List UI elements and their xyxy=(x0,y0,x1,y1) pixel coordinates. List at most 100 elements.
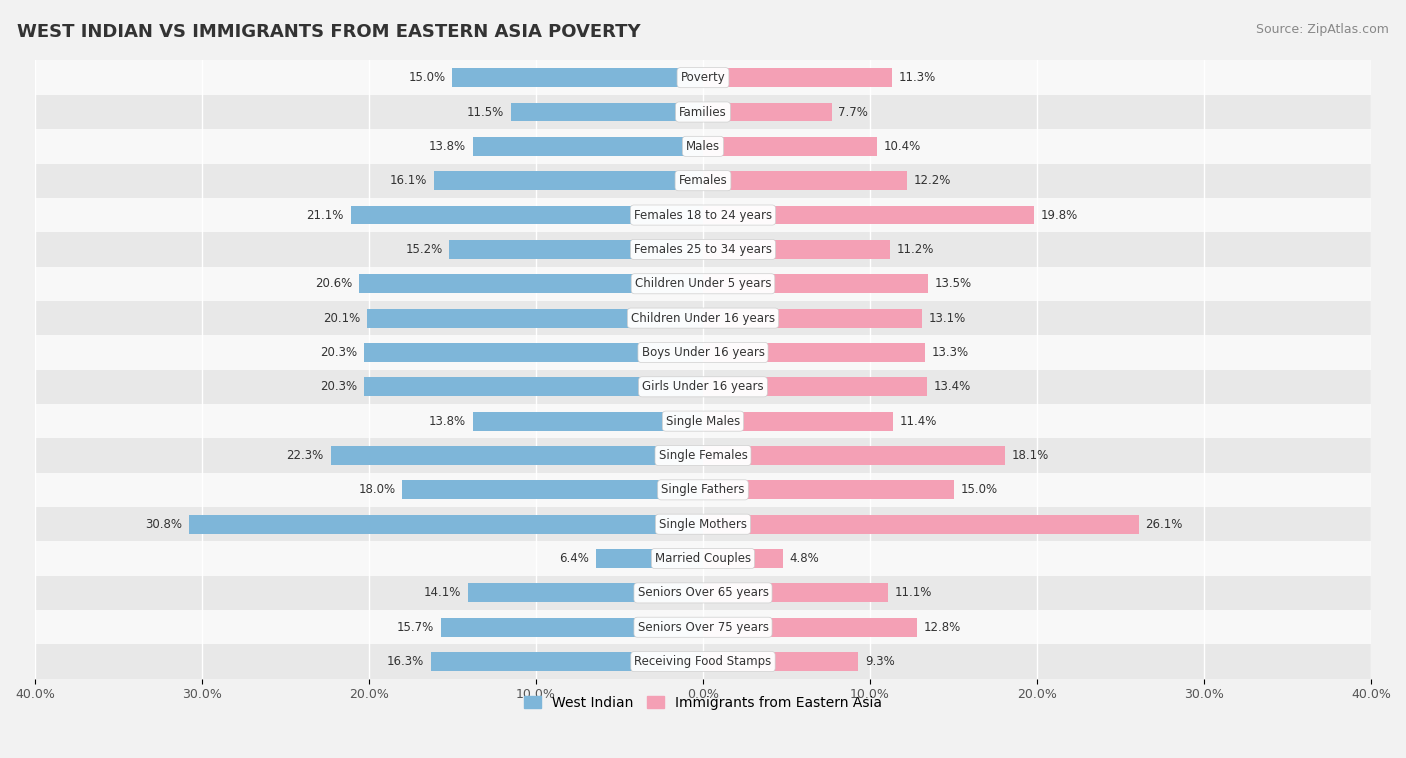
Text: Females 18 to 24 years: Females 18 to 24 years xyxy=(634,208,772,221)
Text: 12.8%: 12.8% xyxy=(924,621,960,634)
Text: 18.1%: 18.1% xyxy=(1012,449,1049,462)
Text: 20.3%: 20.3% xyxy=(321,346,357,359)
Bar xyxy=(703,549,783,568)
Text: Poverty: Poverty xyxy=(681,71,725,84)
Text: 26.1%: 26.1% xyxy=(1146,518,1182,531)
Bar xyxy=(367,309,703,327)
Bar xyxy=(35,644,1371,678)
Bar xyxy=(703,481,953,500)
Bar xyxy=(703,137,877,156)
Bar xyxy=(35,232,1371,267)
Text: 11.3%: 11.3% xyxy=(898,71,935,84)
Text: Source: ZipAtlas.com: Source: ZipAtlas.com xyxy=(1256,23,1389,36)
Bar xyxy=(35,95,1371,129)
Text: 21.1%: 21.1% xyxy=(307,208,344,221)
Bar xyxy=(703,205,1033,224)
Bar xyxy=(35,198,1371,232)
Text: 11.5%: 11.5% xyxy=(467,105,505,118)
Bar xyxy=(35,61,1371,95)
Legend: West Indian, Immigrants from Eastern Asia: West Indian, Immigrants from Eastern Asi… xyxy=(519,690,887,715)
Bar xyxy=(188,515,703,534)
Text: Single Fathers: Single Fathers xyxy=(661,484,745,496)
Bar xyxy=(703,309,922,327)
Text: Children Under 5 years: Children Under 5 years xyxy=(634,277,772,290)
Bar xyxy=(364,343,703,362)
Text: 13.5%: 13.5% xyxy=(935,277,973,290)
Text: Boys Under 16 years: Boys Under 16 years xyxy=(641,346,765,359)
Text: 15.7%: 15.7% xyxy=(396,621,434,634)
Text: 6.4%: 6.4% xyxy=(560,552,589,565)
Text: 16.1%: 16.1% xyxy=(389,174,427,187)
Bar xyxy=(703,171,907,190)
Bar xyxy=(350,205,703,224)
Bar xyxy=(453,68,703,87)
Bar xyxy=(35,164,1371,198)
Text: 10.4%: 10.4% xyxy=(883,140,921,153)
Bar xyxy=(359,274,703,293)
Bar xyxy=(703,377,927,396)
Bar xyxy=(468,584,703,603)
Text: 13.4%: 13.4% xyxy=(934,381,970,393)
Bar xyxy=(35,129,1371,164)
Bar xyxy=(402,481,703,500)
Text: 9.3%: 9.3% xyxy=(865,655,894,668)
Text: Females 25 to 34 years: Females 25 to 34 years xyxy=(634,243,772,256)
Text: Single Females: Single Females xyxy=(658,449,748,462)
Text: 22.3%: 22.3% xyxy=(287,449,323,462)
Bar xyxy=(35,301,1371,335)
Bar xyxy=(430,652,703,671)
Text: Receiving Food Stamps: Receiving Food Stamps xyxy=(634,655,772,668)
Text: 11.1%: 11.1% xyxy=(896,587,932,600)
Text: 20.3%: 20.3% xyxy=(321,381,357,393)
Text: 16.3%: 16.3% xyxy=(387,655,425,668)
Text: 15.0%: 15.0% xyxy=(960,484,997,496)
Text: 20.1%: 20.1% xyxy=(323,312,360,324)
Text: WEST INDIAN VS IMMIGRANTS FROM EASTERN ASIA POVERTY: WEST INDIAN VS IMMIGRANTS FROM EASTERN A… xyxy=(17,23,641,41)
Bar xyxy=(472,412,703,431)
Bar xyxy=(703,343,925,362)
Text: 15.2%: 15.2% xyxy=(405,243,443,256)
Bar xyxy=(35,267,1371,301)
Bar xyxy=(703,515,1139,534)
Bar xyxy=(703,102,831,121)
Text: 13.1%: 13.1% xyxy=(928,312,966,324)
Bar xyxy=(35,473,1371,507)
Text: 12.2%: 12.2% xyxy=(914,174,950,187)
Bar xyxy=(703,584,889,603)
Text: Girls Under 16 years: Girls Under 16 years xyxy=(643,381,763,393)
Text: 30.8%: 30.8% xyxy=(145,518,181,531)
Bar xyxy=(35,610,1371,644)
Bar xyxy=(510,102,703,121)
Text: 4.8%: 4.8% xyxy=(790,552,820,565)
Text: 19.8%: 19.8% xyxy=(1040,208,1077,221)
Text: Seniors Over 75 years: Seniors Over 75 years xyxy=(637,621,769,634)
Text: 13.8%: 13.8% xyxy=(429,140,465,153)
Bar xyxy=(703,412,893,431)
Bar xyxy=(449,240,703,258)
Bar xyxy=(35,576,1371,610)
Bar xyxy=(330,446,703,465)
Bar xyxy=(35,335,1371,370)
Bar xyxy=(703,68,891,87)
Text: Children Under 16 years: Children Under 16 years xyxy=(631,312,775,324)
Text: Single Males: Single Males xyxy=(666,415,740,428)
Bar xyxy=(703,446,1005,465)
Bar xyxy=(703,274,928,293)
Bar xyxy=(596,549,703,568)
Bar xyxy=(35,370,1371,404)
Bar xyxy=(35,438,1371,473)
Text: Single Mothers: Single Mothers xyxy=(659,518,747,531)
Bar xyxy=(35,507,1371,541)
Text: 15.0%: 15.0% xyxy=(409,71,446,84)
Text: 14.1%: 14.1% xyxy=(423,587,461,600)
Bar xyxy=(441,618,703,637)
Text: 18.0%: 18.0% xyxy=(359,484,395,496)
Bar xyxy=(472,137,703,156)
Text: Females: Females xyxy=(679,174,727,187)
Text: Families: Families xyxy=(679,105,727,118)
Text: 13.8%: 13.8% xyxy=(429,415,465,428)
Bar xyxy=(703,240,890,258)
Text: 20.6%: 20.6% xyxy=(315,277,353,290)
Text: 11.4%: 11.4% xyxy=(900,415,938,428)
Bar xyxy=(703,652,858,671)
